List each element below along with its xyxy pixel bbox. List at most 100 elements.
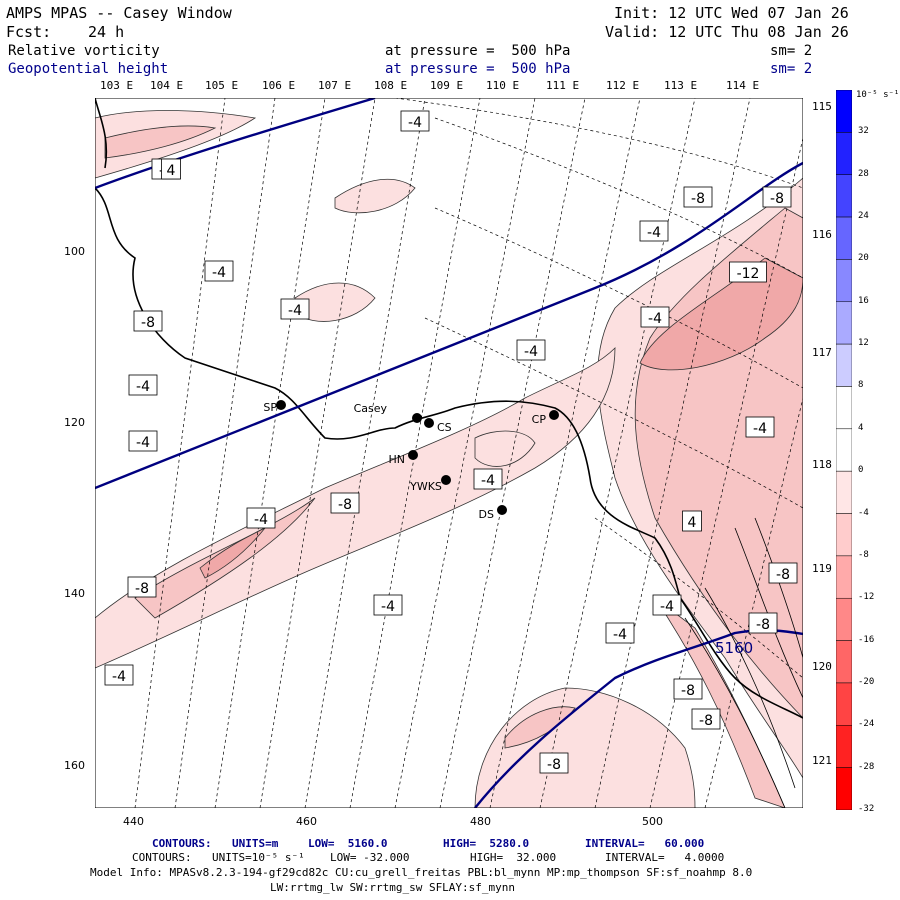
station-dot (424, 418, 434, 428)
contour-label: -12 (737, 266, 760, 282)
top-lon-label: 106 E (262, 79, 296, 92)
contour-label: -8 (756, 617, 770, 633)
contour-label: -4 (112, 669, 126, 685)
contour-label-box (745, 416, 775, 438)
top-lon-label: 104 E (150, 79, 184, 92)
y-tick-label: 140 (64, 587, 85, 600)
colorbar-label: 8 (858, 380, 864, 391)
footer-vort-units: UNITS=10⁻⁵ s⁻¹ (212, 851, 305, 864)
colorbar-swatch (836, 428, 852, 472)
station-label: CP (532, 413, 547, 426)
contour-label-box (330, 492, 360, 514)
colorbar-swatch (836, 597, 852, 641)
contour-label-box (400, 110, 430, 132)
colorbar-label: -12 (858, 592, 875, 603)
contour-label: -4 (212, 265, 226, 281)
contour-label-box (683, 186, 713, 208)
station-dot (276, 400, 286, 410)
contour-label: -4 (524, 344, 538, 360)
colorbar-label: -28 (858, 761, 875, 772)
contour-label-box (127, 576, 157, 598)
colorbar-label: 0 (858, 465, 864, 476)
x-tick-label: 500 (642, 815, 663, 828)
footer-vort-interval: INTERVAL= 4.0000 (605, 851, 725, 864)
contour-label: -8 (699, 713, 713, 729)
station-label: Casey (354, 402, 388, 415)
footer-height-label: CONTOURS: (152, 837, 212, 850)
contour-label-box (204, 260, 234, 282)
footer-height-units: UNITS=m (232, 837, 279, 850)
colorbar-swatch (836, 513, 852, 557)
colorbar-swatch (836, 470, 852, 514)
footer-height-low: LOW= 5160.0 (308, 837, 388, 850)
height-contour-label: 5160 (715, 639, 753, 657)
plot-title: AMPS MPAS -- Casey Window (6, 4, 232, 22)
colorbar-swatch (836, 259, 852, 303)
contour-label: -8 (141, 315, 155, 331)
contour-label-box (762, 186, 792, 208)
vorticity-contours (684, 517, 803, 808)
colorbar-unit: 10⁻⁵ s⁻¹ (856, 90, 900, 100)
footer-vort-high: HIGH= 32.000 (470, 851, 557, 864)
colorbar-swatch (836, 386, 852, 430)
contour-label-box (729, 261, 767, 283)
top-lon-label: 110 E (486, 79, 520, 92)
contour-label: -8 (770, 191, 784, 207)
x-tick-label: 440 (123, 815, 144, 828)
valid-time: Valid: 12 UTC Thu 08 Jan 26 (605, 23, 849, 41)
contour-label: -4 (408, 115, 422, 131)
y-tick-label: 160 (64, 759, 85, 772)
colorbar-swatch (836, 767, 852, 810)
forecast-value: 24 h (88, 23, 125, 41)
station-label: SP (263, 401, 277, 414)
colorbar-label: -16 (858, 634, 875, 645)
contour-labels: -4-4-4-4-4-4-4-4-4-4-4-4-4-4-4-4-8-8-8-8… (104, 110, 798, 774)
contour-label: 4 (167, 163, 176, 179)
colorbar-label: -4 (858, 507, 869, 518)
field2-pressure: at pressure = 500 hPa (385, 61, 571, 77)
colorbar-swatch (836, 725, 852, 768)
colorbar-label: -24 (858, 719, 875, 730)
top-lon-label: 108 E (374, 79, 408, 92)
contour-label-box (768, 562, 798, 584)
contour-label: -4 (660, 599, 674, 615)
contour-label-box (748, 612, 778, 634)
contour-label-box (691, 708, 721, 730)
top-lon-label: 112 E (606, 79, 640, 92)
field1-name: Relative vorticity (8, 43, 160, 59)
field2-smoothing: sm= 2 (770, 61, 813, 77)
top-lon-label: 107 E (318, 79, 352, 92)
contour-label: -4 (288, 303, 302, 319)
colorbar-label: 12 (858, 338, 869, 349)
contour-label: -4 (136, 379, 150, 395)
contour-label-box (104, 664, 134, 686)
contour-label: -4 (136, 435, 150, 451)
colorbar-label: 20 (858, 253, 869, 264)
footer-vort-label: CONTOURS: (132, 851, 192, 864)
contour-label-box (133, 310, 163, 332)
colorbar-swatch (836, 555, 852, 599)
contour-label: -8 (338, 497, 352, 513)
field2-name: Geopotential height (8, 61, 169, 77)
colorbar-label: -8 (858, 549, 869, 560)
y-tick-label: 100 (64, 245, 85, 258)
station-label: YWKS (409, 480, 442, 493)
colorbar-swatch (836, 343, 852, 387)
colorbar-label: 16 (858, 295, 869, 306)
contour-label-box (652, 594, 682, 616)
contour-label: -8 (681, 683, 695, 699)
colorbar-label: 28 (858, 168, 869, 179)
footer-height-interval: INTERVAL= 60.000 (585, 837, 705, 850)
contour-label-box (539, 752, 569, 774)
map-panel: SP Casey CS HN YWKS DS CP -4 -4 -4 -4 -4 -4 -4 -4 -4 -4… (95, 98, 803, 808)
top-lon-label: 111 E (546, 79, 580, 92)
graticule (134, 98, 803, 808)
contour-label: -4 (481, 473, 495, 489)
contour-label: -4 (648, 311, 662, 327)
contour-label: -4 (753, 421, 767, 437)
forecast-label: Fcst: (6, 23, 52, 41)
contour-label-box (682, 510, 702, 532)
colorbar-swatch (836, 132, 852, 175)
footer-height-high: HIGH= 5280.0 (443, 837, 530, 850)
contour-label-box (373, 594, 403, 616)
